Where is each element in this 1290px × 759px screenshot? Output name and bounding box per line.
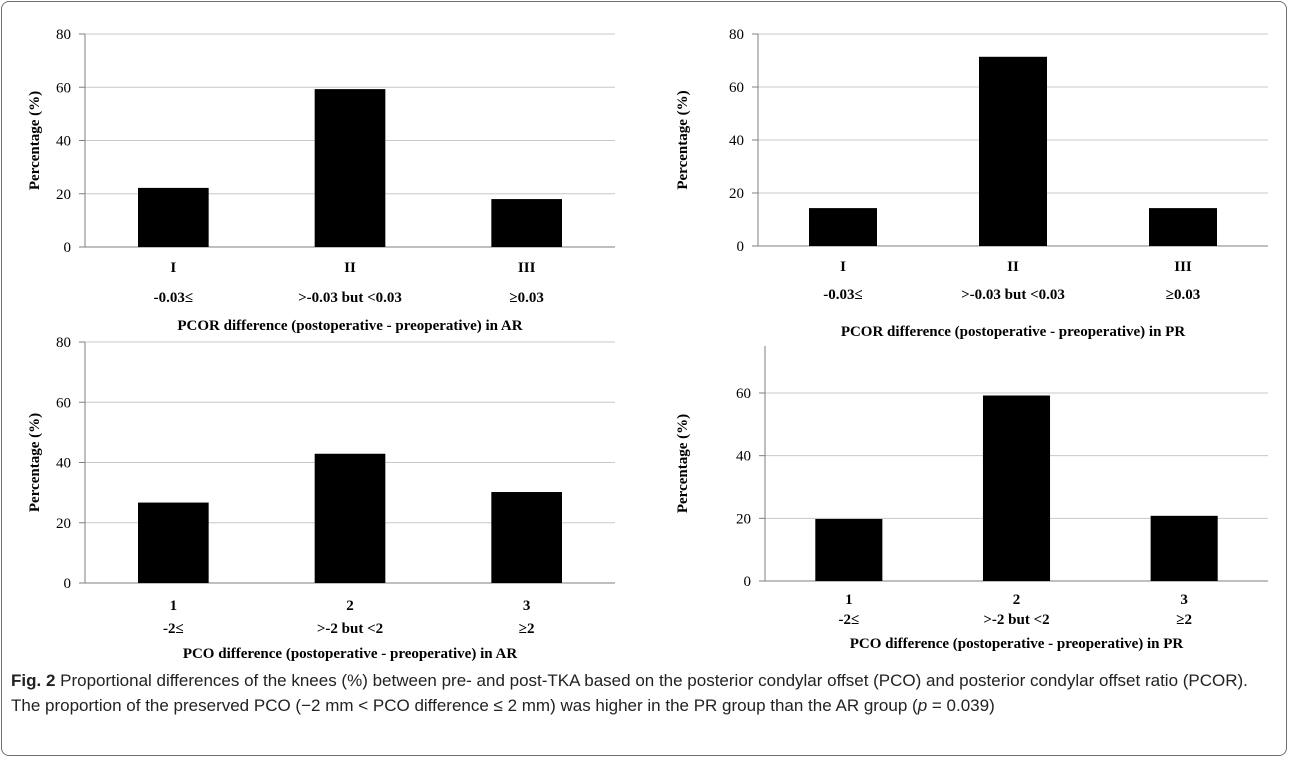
x-tick-label: II <box>344 260 356 276</box>
chart-pcor-pr: 0 20 40 60 80 I -0.03≤ II >-0.03 but <0.03 III ≥0.… <box>675 27 1268 340</box>
bar-1 <box>138 502 209 583</box>
x-tick-sublabel: ≥0.03 <box>509 290 543 306</box>
bar-2 <box>982 395 1051 581</box>
y-tick-label: 20 <box>736 511 751 527</box>
x-tick-label: 2 <box>1013 592 1021 608</box>
x-axis-label: PCO difference (postoperative - preopera… <box>850 636 1184 652</box>
bar-iii <box>491 199 562 247</box>
x-tick-label: 3 <box>1180 592 1188 608</box>
bar-3 <box>1150 515 1218 581</box>
y-tick-label: 60 <box>56 395 71 411</box>
x-tick-sublabel: ≥0.03 <box>1166 287 1200 303</box>
x-tick-sublabel: >-2 but <2 <box>317 621 383 637</box>
x-axis-label: PCOR difference (postoperative - preoper… <box>177 318 522 334</box>
y-tick-label: 60 <box>729 80 744 96</box>
x-tick-sublabel: ≥2 <box>1176 612 1192 628</box>
x-tick-sublabel: >-2 but <2 <box>983 612 1049 628</box>
y-tick-label: 40 <box>729 133 744 149</box>
y-tick-label: 40 <box>56 134 71 150</box>
y-tick-label: 0 <box>744 574 752 590</box>
y-tick-label: 60 <box>736 386 751 402</box>
x-tick-sublabel: -2≤ <box>163 621 184 637</box>
x-tick-label: II <box>1007 259 1019 275</box>
y-tick-label: 0 <box>64 576 72 592</box>
y-tick-label: 80 <box>56 27 71 43</box>
y-tick-label: 20 <box>56 187 71 203</box>
y-axis-label: Percentage (%) <box>27 91 43 190</box>
y-tick-label: 20 <box>729 186 744 202</box>
y-tick-label: 20 <box>56 516 71 532</box>
chart-pco-pr: 0 20 40 60 1 -2≤ 2 >-2 but <2 3 ≥2 PCO difference … <box>675 346 1268 652</box>
bar-3 <box>491 492 562 583</box>
x-tick-label: 1 <box>845 592 853 608</box>
y-tick-label: 60 <box>56 80 71 96</box>
x-tick-label: 1 <box>170 598 178 614</box>
y-axis-label: Percentage (%) <box>27 413 43 512</box>
figure-caption: Fig. 2 Proportional differences of the k… <box>11 668 1273 718</box>
bar-i <box>138 187 209 247</box>
x-axis-label: PCOR difference (postoperative - preoper… <box>841 324 1186 340</box>
bar-ii <box>314 89 386 248</box>
caption-label: Fig. 2 <box>11 671 56 690</box>
x-tick-sublabel: >-0.03 but <0.03 <box>298 290 402 306</box>
x-tick-sublabel: ≥2 <box>519 621 535 637</box>
y-tick-label: 0 <box>64 240 72 256</box>
x-tick-label: III <box>518 260 536 276</box>
x-tick-sublabel: -0.03≤ <box>154 290 193 306</box>
caption-text-1: Proportional differences of the knees (%… <box>11 671 1248 715</box>
x-tick-sublabel: >-0.03 but <0.03 <box>961 287 1065 303</box>
x-tick-sublabel: -2≤ <box>838 612 859 628</box>
x-tick-label: I <box>840 259 846 275</box>
x-tick-label: III <box>1174 259 1192 275</box>
y-tick-label: 40 <box>56 456 71 472</box>
bar-ii <box>979 56 1047 246</box>
y-axis-label: Percentage (%) <box>675 90 691 189</box>
caption-p-symbol: p <box>917 696 928 715</box>
y-tick-label: 40 <box>736 449 751 465</box>
bar-1 <box>815 518 883 581</box>
bar-iii <box>1149 208 1217 246</box>
bar-2 <box>314 453 386 583</box>
x-tick-label: 3 <box>523 598 531 614</box>
x-axis-label: PCO difference (postoperative - preopera… <box>183 646 518 662</box>
x-tick-label: 2 <box>346 598 354 614</box>
x-tick-sublabel: -0.03≤ <box>823 287 862 303</box>
y-axis-label: Percentage (%) <box>675 414 691 513</box>
y-tick-label: 80 <box>729 27 744 43</box>
bar-i <box>809 208 877 246</box>
y-tick-label: 80 <box>56 335 71 351</box>
y-tick-label: 0 <box>737 239 745 255</box>
chart-pcor-ar: 0 20 40 60 80 I -0.03≤ II >-0.03 but <0.03 III ≥0.… <box>27 27 615 334</box>
x-tick-label: I <box>170 260 176 276</box>
caption-text-2: = 0.039) <box>927 696 995 715</box>
